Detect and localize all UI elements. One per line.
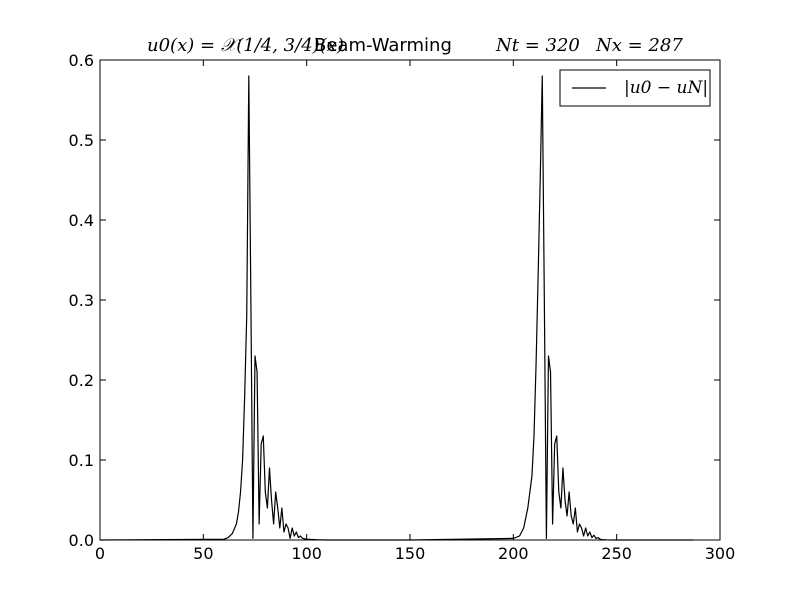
x-tick-label: 300	[705, 544, 736, 563]
chart-title: u0(x) = 𝒳(1/4, 3/4)(x) Beam-Warming Nt =…	[147, 35, 683, 56]
series-lines	[99, 75, 694, 541]
title-nt: Nt = 320	[495, 35, 580, 56]
y-tick-label: 0.6	[69, 51, 94, 70]
x-tick-label: 200	[498, 544, 529, 563]
title-initial-condition: u0(x) = 𝒳(1/4, 3/4)(x)	[147, 35, 344, 56]
y-tick-label: 0.4	[69, 211, 94, 230]
plot-frame	[99, 59, 721, 541]
y-tick-label: 0.3	[69, 291, 94, 310]
y-tick-label: 0.2	[69, 371, 94, 390]
x-tick-label: 50	[193, 544, 213, 563]
x-tick-label: 0	[95, 544, 105, 563]
x-tick-label: 150	[395, 544, 426, 563]
x-tick-label: 100	[291, 544, 322, 563]
x-tick-label: 250	[601, 544, 632, 563]
title-nx: Nx = 287	[595, 35, 683, 56]
y-tick-label: 0.1	[69, 451, 94, 470]
axis-tick-labels: 0 50 100 150 200 250 300 0.0 0.1 0.2 0.3 0.4 0.5 0.6	[69, 51, 736, 563]
series-line-0	[99, 75, 694, 541]
title-method: Beam-Warming	[314, 35, 452, 56]
y-tick-label: 0.0	[69, 531, 94, 550]
axis-ticks	[99, 59, 721, 541]
legend: |u0 − uN|	[559, 69, 711, 107]
y-tick-label: 0.5	[69, 131, 94, 150]
legend-label: |u0 − uN|	[624, 78, 708, 98]
